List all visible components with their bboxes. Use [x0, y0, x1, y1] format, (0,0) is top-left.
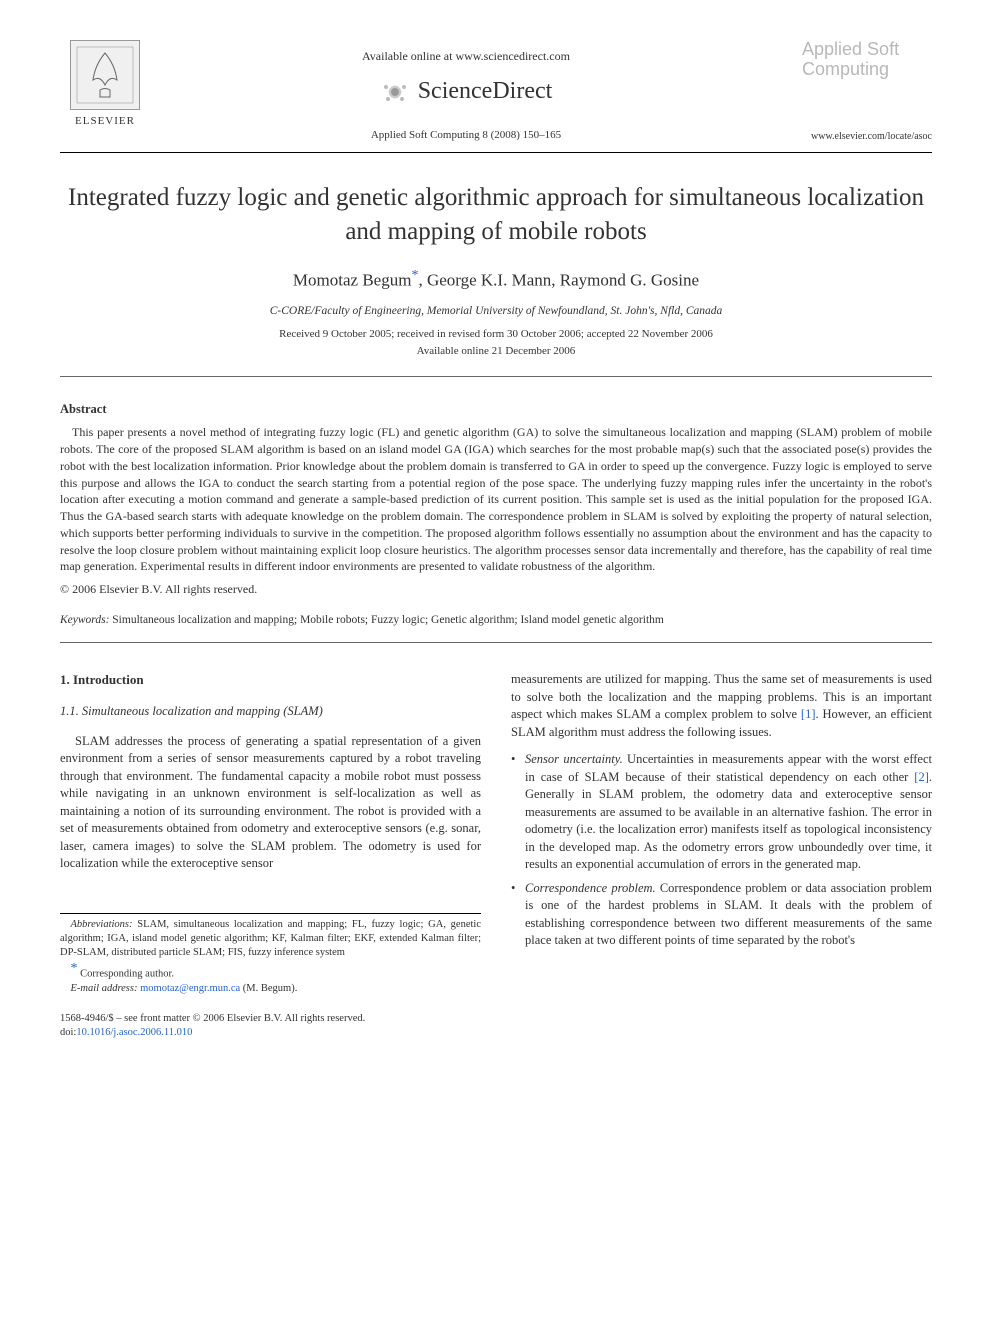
- ref-link-1[interactable]: [1]: [801, 707, 816, 721]
- subsection-1-1-heading: 1.1. Simultaneous localization and mappi…: [60, 703, 481, 721]
- issn-line: 1568-4946/$ – see front matter © 2006 El…: [60, 1012, 932, 1026]
- intro-para-right: measurements are utilized for mapping. T…: [511, 671, 932, 741]
- page-header: ELSEVIER Available online at www.science…: [60, 40, 932, 144]
- citation-line: Applied Soft Computing 8 (2008) 150–165: [150, 128, 782, 143]
- abstract-text: This paper presents a novel method of in…: [60, 424, 932, 575]
- available-online-text: Available online at www.sciencedirect.co…: [150, 48, 782, 65]
- body-columns: 1. Introduction 1.1. Simultaneous locali…: [60, 671, 932, 996]
- author-1: Momotaz Begum: [293, 271, 412, 290]
- intro-para-left: SLAM addresses the process of generating…: [60, 733, 481, 873]
- footnotes-block: Abbreviations: SLAM, simultaneous locali…: [60, 913, 481, 996]
- header-center: Available online at www.sciencedirect.co…: [150, 40, 782, 144]
- elsevier-logo-block: ELSEVIER: [60, 40, 150, 129]
- email-footnote: E-mail address: momotaz@engr.mun.ca (M. …: [60, 982, 481, 996]
- author-2: George K.I. Mann: [427, 271, 551, 290]
- title-rule: [60, 376, 932, 377]
- email-link[interactable]: momotaz@engr.mun.ca: [137, 983, 240, 994]
- keywords-line: Keywords: Simultaneous localization and …: [60, 612, 932, 628]
- journal-url: www.elsevier.com/locate/asoc: [782, 130, 932, 144]
- left-column: 1. Introduction 1.1. Simultaneous locali…: [60, 671, 481, 996]
- list-item-correspondence: Correspondence problem. Correspondence p…: [511, 880, 932, 950]
- issues-list: Sensor uncertainty. Uncertainties in mea…: [511, 751, 932, 950]
- abstract-heading: Abstract: [60, 401, 932, 419]
- online-date: Available online 21 December 2006: [60, 344, 932, 359]
- elsevier-tree-icon: [70, 40, 140, 110]
- abstract-copyright: © 2006 Elsevier B.V. All rights reserved…: [60, 581, 932, 598]
- journal-name: Applied Soft Computing: [782, 40, 932, 80]
- list-item-sensor-uncertainty: Sensor uncertainty. Uncertainties in mea…: [511, 751, 932, 874]
- affiliation: C-CORE/Faculty of Engineering, Memorial …: [60, 303, 932, 319]
- corresponding-star-icon: *: [411, 268, 418, 283]
- article-title: Integrated fuzzy logic and genetic algor…: [60, 181, 932, 249]
- keywords-rule: [60, 642, 932, 643]
- section-1-heading: 1. Introduction: [60, 671, 481, 689]
- received-dates: Received 9 October 2005; received in rev…: [60, 327, 932, 342]
- abbreviations-footnote: Abbreviations: SLAM, simultaneous locali…: [60, 918, 481, 961]
- authors-line: Momotaz Begum*, George K.I. Mann, Raymon…: [60, 266, 932, 292]
- page-footer: 1568-4946/$ – see front matter © 2006 El…: [60, 1012, 932, 1040]
- right-column: measurements are utilized for mapping. T…: [511, 671, 932, 996]
- abstract-section: Abstract This paper presents a novel met…: [60, 401, 932, 598]
- sciencedirect-logo: ScienceDirect: [150, 75, 782, 109]
- header-rule: [60, 152, 932, 153]
- sciencedirect-text: ScienceDirect: [418, 75, 553, 109]
- elsevier-label: ELSEVIER: [60, 114, 150, 129]
- journal-block: Applied Soft Computing www.elsevier.com/…: [782, 40, 932, 144]
- keywords-label: Keywords:: [60, 614, 109, 626]
- ref-link-2[interactable]: [2]: [914, 770, 929, 784]
- corresponding-footnote: * Corresponding author.: [60, 960, 481, 982]
- sciencedirect-icon: [380, 77, 410, 107]
- keywords-text: Simultaneous localization and mapping; M…: [109, 614, 663, 626]
- doi-line: doi:10.1016/j.asoc.2006.11.010: [60, 1026, 932, 1040]
- doi-link[interactable]: 10.1016/j.asoc.2006.11.010: [76, 1027, 192, 1038]
- author-3: Raymond G. Gosine: [560, 271, 699, 290]
